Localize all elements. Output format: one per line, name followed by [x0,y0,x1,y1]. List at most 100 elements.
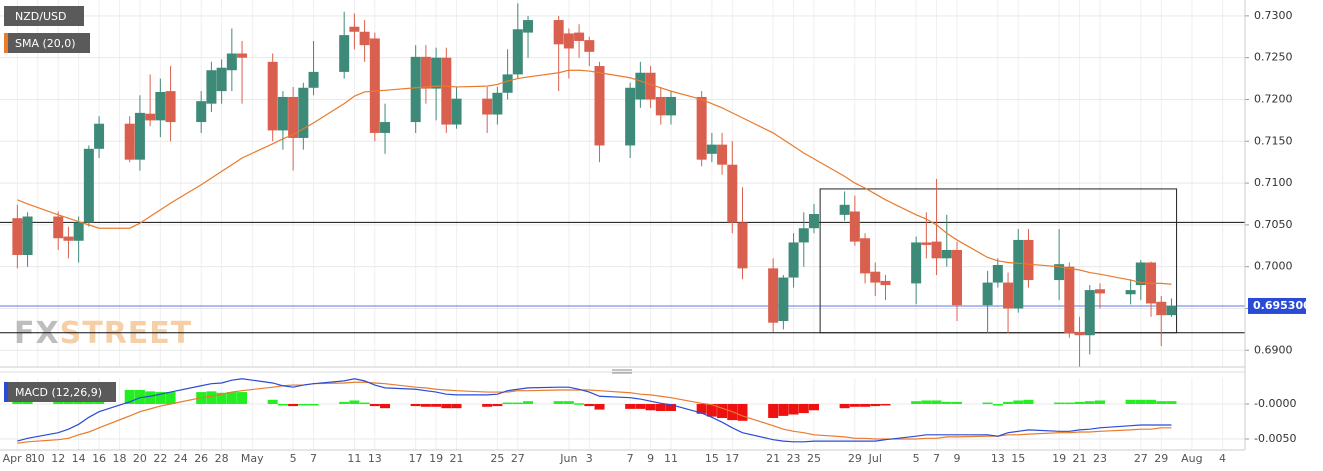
histogram-bar [145,391,156,404]
candle-body [1023,239,1034,281]
legend-box [4,382,116,402]
candle-body [482,98,493,115]
histogram-bar [420,403,431,407]
candle-body [216,67,227,92]
candle-body [839,204,850,215]
x-tick-label: 20 [133,452,147,465]
histogram-bar [1064,402,1075,405]
x-tick-label: 16 [92,452,106,465]
candle-body [1135,262,1146,286]
histogram-bar [512,402,523,405]
candle-body [778,277,789,322]
histogram-bar [216,392,227,404]
histogram-bar [737,403,748,421]
histogram-bar [492,403,503,407]
candle-body [288,96,299,138]
x-tick-label: 29 [848,452,862,465]
y-tick-label: -0.0000 [1254,397,1296,410]
y-tick-label: -0.0050 [1254,432,1296,445]
candle-body [410,56,421,123]
candle-body [12,218,23,255]
resize-handle[interactable] [612,369,632,374]
candle-body [502,74,513,93]
x-tick-label: 29 [1154,452,1168,465]
x-tick-label: 21 [450,452,464,465]
candle-body [267,61,278,131]
candle-body [625,87,636,146]
x-tick-label: 11 [347,452,361,465]
candle-body [22,216,33,255]
y-tick-label: 0.7100 [1254,176,1293,189]
candle-body [870,271,881,283]
histogram-bar [523,401,534,404]
histogram-bar [451,403,462,409]
histogram-bar [1084,401,1095,404]
x-tick-label: 13 [991,452,1005,465]
legend-swatch [4,33,8,53]
x-tick-label: 27 [511,452,525,465]
x-tick-label: 11 [664,452,678,465]
candle-body [277,96,288,131]
histogram-bar [1074,401,1085,404]
histogram-bar [788,403,799,415]
histogram-bar [226,392,237,404]
histogram-bar [1146,399,1157,404]
candle-body [768,268,779,323]
histogram-bar [921,400,932,404]
labels: Apr 810 12 14 16 18 20 22 24 26 28 May 5 7 11 13 17 19 21… [3,9,1312,465]
x-tick-label: 17 [409,452,423,465]
x-tick-label: 14 [72,452,86,465]
histogram-bar [982,402,993,405]
x-tick-label: 7 [933,452,940,465]
candle-body [94,123,105,149]
candle-body [359,31,370,46]
y-tick-label: 0.7000 [1254,260,1293,273]
x-tick-label: 10 [31,452,45,465]
candle-body [696,96,707,160]
histogram-bar [288,403,299,407]
x-tick-label: 15 [705,452,719,465]
candle-body [553,20,564,45]
histogram-bar [267,399,278,404]
x-tick-label: 21 [1073,452,1087,465]
line [17,378,1172,443]
histogram-bar [860,403,871,407]
candle-body [380,122,391,133]
histogram-bar [206,391,217,404]
candle-body [911,242,922,284]
candle-body [666,96,677,116]
histogram-bar [1013,400,1024,404]
histogram-bar [298,403,309,406]
candle-body [1003,282,1014,309]
candle-body [237,53,248,58]
candle-body [73,222,84,241]
candle-body [1156,301,1167,316]
x-tick-label: 22 [153,452,167,465]
x-tick-label: 19 [1052,452,1066,465]
histogram-bar [1125,399,1136,404]
histogram-bar [339,401,350,404]
histogram-bar [666,403,677,411]
histogram-bar [778,403,789,416]
histogram-bar [441,403,452,409]
x-tick-label: 9 [953,452,960,465]
x-tick-label: 27 [1134,452,1148,465]
candle-body [308,71,319,88]
histogram-bar [839,403,850,409]
histogram-bar [277,403,288,406]
histogram-bar [1156,401,1167,404]
legend-box [4,6,84,26]
candle-body [1084,290,1095,336]
candle-body [1074,331,1085,336]
line [17,381,1172,444]
x-tick-label: Aug [1181,452,1202,465]
candle-body [339,35,350,72]
candle-body [574,32,585,41]
legend-swatch [4,382,8,402]
histogram-bar [655,403,666,411]
histogram-bar [124,389,135,404]
x-tick-label: 25 [490,452,504,465]
x-tick-label: 21 [766,452,780,465]
histogram-bar [1054,402,1065,405]
